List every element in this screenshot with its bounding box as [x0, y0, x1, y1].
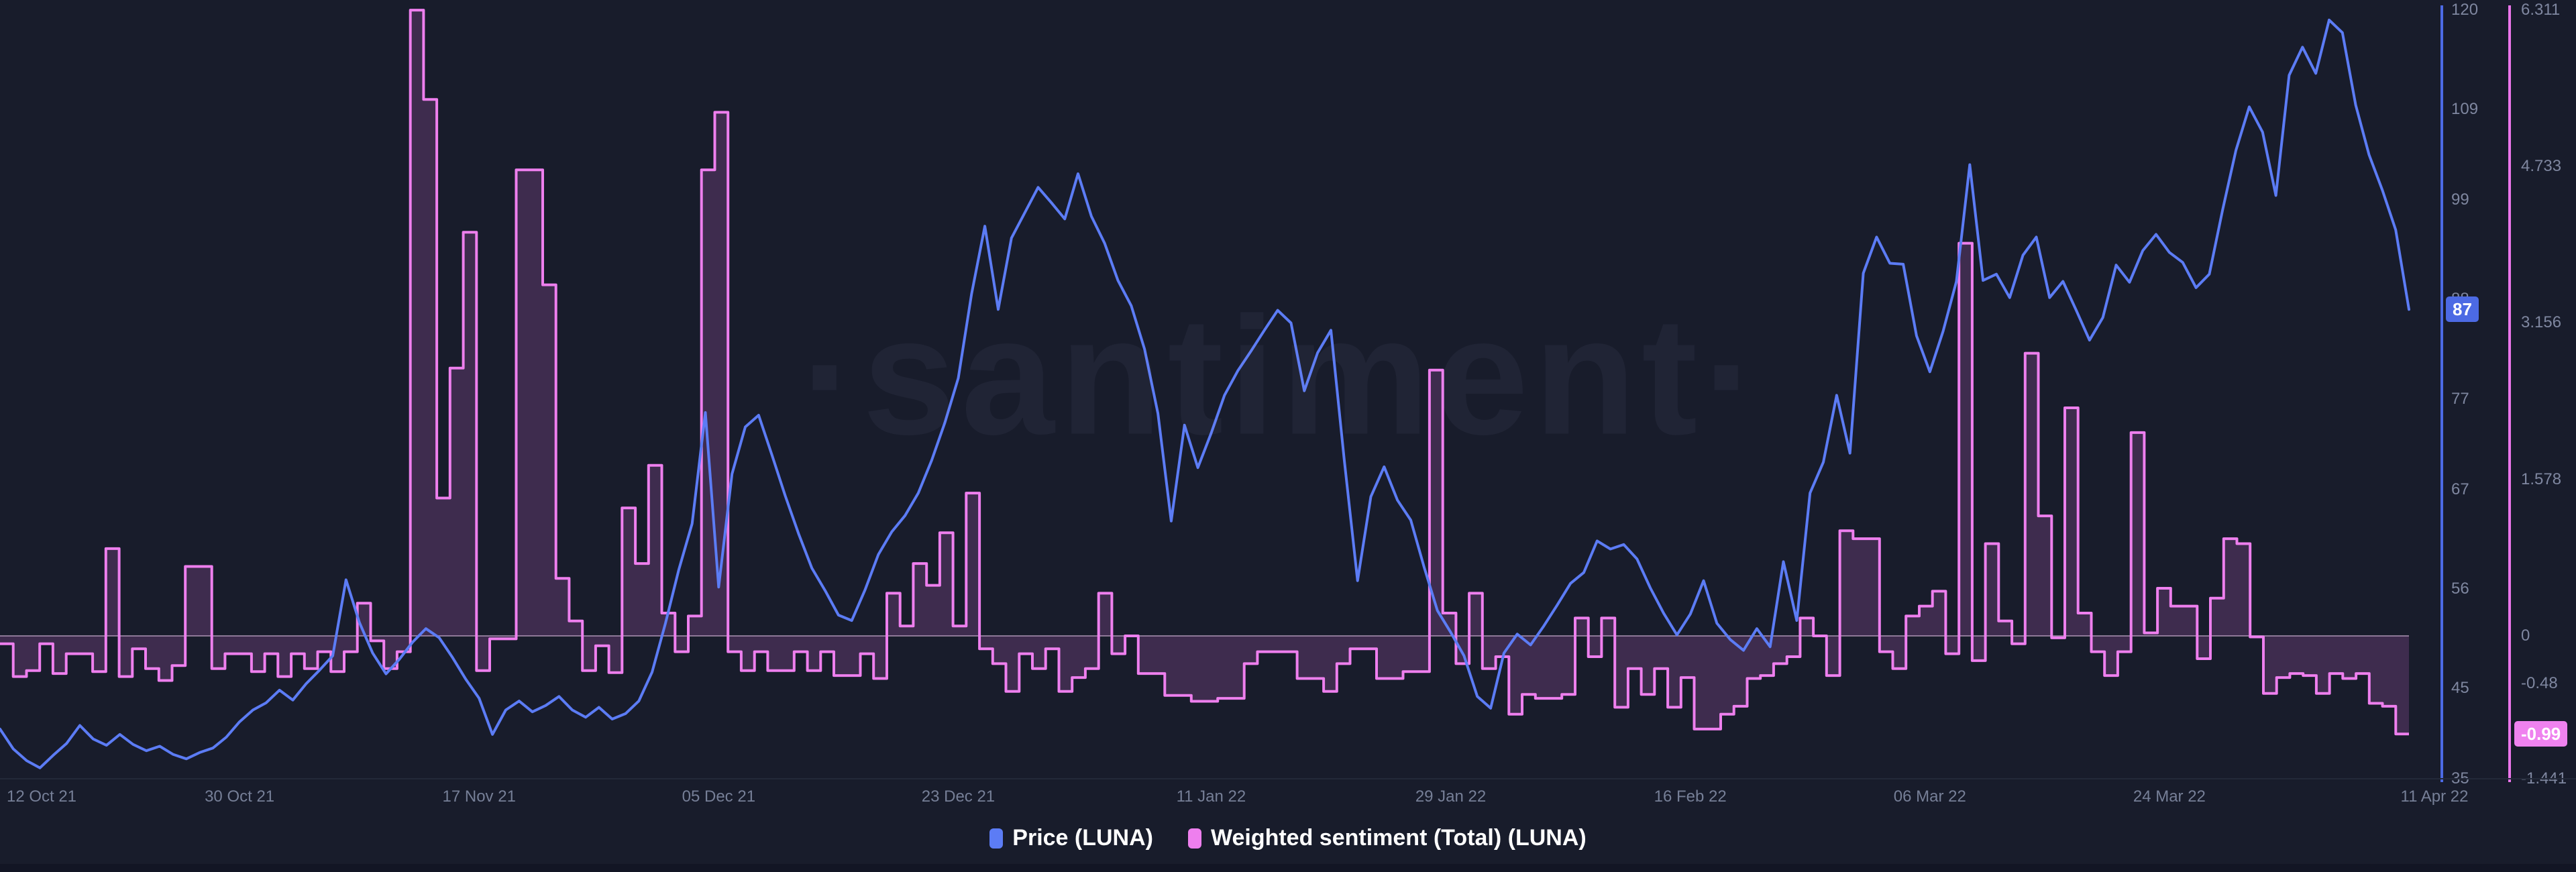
bottom-strip	[0, 864, 2576, 872]
date-tick-label: 12 Oct 21	[6, 787, 77, 806]
date-tick-label: 23 Dec 21	[921, 787, 996, 806]
sentiment-current-badge: -0.99	[2514, 721, 2568, 747]
sentiment-tick-label: 4.733	[2521, 157, 2562, 175]
date-tick-label: 17 Nov 21	[442, 787, 516, 806]
date-tick-label: 06 Mar 22	[1893, 787, 1966, 806]
price-legend-label: Price (LUNA)	[1012, 825, 1153, 851]
sentiment-series-swatch	[1187, 828, 1201, 849]
price-series-swatch	[989, 828, 1004, 849]
price-tick-label: 67	[2451, 480, 2469, 498]
sentiment-tick-label: 6.311	[2521, 1, 2561, 19]
date-tick-label: 11 Jan 22	[1176, 787, 1246, 806]
price-series-line	[0, 18, 2410, 769]
date-tick-label: 11 Apr 22	[2400, 787, 2469, 806]
sentiment-tick-label: 1.578	[2521, 470, 2562, 488]
date-axis: 12 Oct 21 30 Oct 21 17 Nov 21 05 Dec 21 23 D…	[0, 778, 2576, 822]
legend-item-sentiment[interactable]: Weighted sentiment (Total) (LUNA)	[1187, 825, 1587, 851]
date-tick-label: 30 Oct 21	[205, 787, 275, 806]
date-tick-label: 29 Jan 22	[1415, 787, 1487, 806]
sentiment-series-line	[0, 9, 2409, 736]
sentiment-tick-label: -0.48	[2521, 674, 2558, 692]
sentiment-legend-label: Weighted sentiment (Total) (LUNA)	[1210, 825, 1587, 851]
sentiment-tick-label: 0	[2521, 626, 2530, 645]
price-current-badge: 87	[2446, 296, 2479, 322]
santiment-watermark: ·santiment·	[801, 282, 1764, 470]
price-tick-label: 99	[2451, 190, 2469, 209]
date-tick-label: 24 Mar 22	[2133, 787, 2206, 806]
chart-canvas[interactable]	[0, 0, 2576, 785]
price-tick-label: 45	[2451, 679, 2469, 697]
legend-item-price[interactable]: Price (LUNA)	[989, 825, 1153, 851]
sentiment-tick-label: 3.156	[2521, 313, 2562, 331]
price-tick-label: 77	[2451, 390, 2469, 408]
price-tick-label: 109	[2451, 100, 2479, 118]
date-tick-label: 05 Dec 21	[682, 787, 756, 806]
price-tick-label: 120	[2451, 1, 2479, 19]
legend: Price (LUNA) Weighted sentiment (Total) …	[0, 825, 2576, 851]
date-tick-label: 16 Feb 22	[1654, 787, 1727, 806]
price-tick-label: 56	[2451, 580, 2469, 598]
